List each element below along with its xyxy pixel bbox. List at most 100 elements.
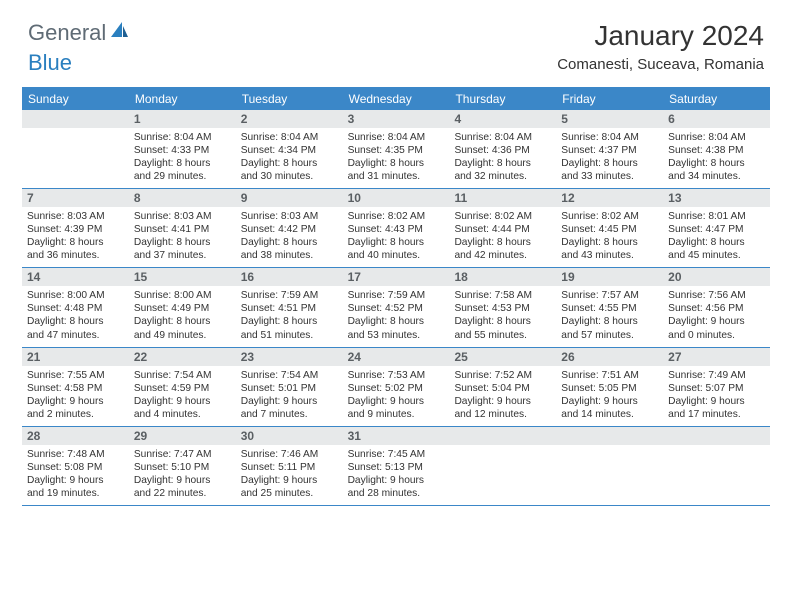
weekday-header: Wednesday: [343, 88, 450, 110]
day-number: 13: [663, 189, 770, 207]
day-info-line: Daylight: 8 hours: [668, 236, 765, 249]
week-row: 28Sunrise: 7:48 AMSunset: 5:08 PMDayligh…: [22, 427, 770, 506]
day-info-line: Sunrise: 7:49 AM: [668, 369, 765, 382]
day-info-line: and 28 minutes.: [348, 487, 445, 500]
day-cell: 29Sunrise: 7:47 AMSunset: 5:10 PMDayligh…: [129, 427, 236, 505]
calendar: SundayMondayTuesdayWednesdayThursdayFrid…: [22, 87, 770, 506]
day-info-line: Sunrise: 7:47 AM: [134, 448, 231, 461]
day-info-line: and 37 minutes.: [134, 249, 231, 262]
logo-sail-icon: [109, 20, 129, 46]
day-cell: [556, 427, 663, 505]
day-info-line: Sunrise: 8:02 AM: [454, 210, 551, 223]
day-info-line: Daylight: 8 hours: [134, 236, 231, 249]
day-info-line: and 55 minutes.: [454, 329, 551, 342]
day-info-line: Sunrise: 7:54 AM: [241, 369, 338, 382]
day-info-line: and 9 minutes.: [348, 408, 445, 421]
day-info-line: Daylight: 9 hours: [454, 395, 551, 408]
day-body: Sunrise: 7:56 AMSunset: 4:56 PMDaylight:…: [663, 286, 770, 346]
day-body: Sunrise: 7:46 AMSunset: 5:11 PMDaylight:…: [236, 445, 343, 505]
day-info-line: Sunset: 5:07 PM: [668, 382, 765, 395]
day-cell: 6Sunrise: 8:04 AMSunset: 4:38 PMDaylight…: [663, 110, 770, 188]
day-number: 14: [22, 268, 129, 286]
day-info-line: Sunrise: 7:59 AM: [241, 289, 338, 302]
day-info-line: and 43 minutes.: [561, 249, 658, 262]
day-info-line: Daylight: 8 hours: [134, 315, 231, 328]
day-info-line: Sunrise: 7:59 AM: [348, 289, 445, 302]
day-info-line: and 22 minutes.: [134, 487, 231, 500]
day-body: Sunrise: 7:57 AMSunset: 4:55 PMDaylight:…: [556, 286, 663, 346]
day-info-line: Sunset: 4:58 PM: [27, 382, 124, 395]
day-info-line: Daylight: 8 hours: [241, 157, 338, 170]
day-info-line: and 47 minutes.: [27, 329, 124, 342]
day-info-line: Sunset: 4:41 PM: [134, 223, 231, 236]
day-info-line: Sunset: 4:45 PM: [561, 223, 658, 236]
day-number: 2: [236, 110, 343, 128]
day-info-line: and 12 minutes.: [454, 408, 551, 421]
day-info-line: Daylight: 8 hours: [561, 157, 658, 170]
day-cell: 24Sunrise: 7:53 AMSunset: 5:02 PMDayligh…: [343, 348, 450, 426]
day-body: Sunrise: 8:04 AMSunset: 4:38 PMDaylight:…: [663, 128, 770, 188]
day-info-line: and 31 minutes.: [348, 170, 445, 183]
day-info-line: Daylight: 8 hours: [241, 236, 338, 249]
weekday-header: Thursday: [449, 88, 556, 110]
day-info-line: Sunset: 4:48 PM: [27, 302, 124, 315]
header: General January 2024 Comanesti, Suceava,…: [0, 0, 792, 79]
day-body: Sunrise: 7:45 AMSunset: 5:13 PMDaylight:…: [343, 445, 450, 505]
day-cell: 22Sunrise: 7:54 AMSunset: 4:59 PMDayligh…: [129, 348, 236, 426]
logo-text-1: General: [28, 20, 106, 46]
day-info-line: Sunrise: 8:04 AM: [454, 131, 551, 144]
day-cell: 9Sunrise: 8:03 AMSunset: 4:42 PMDaylight…: [236, 189, 343, 267]
day-number: 25: [449, 348, 556, 366]
day-info-line: Sunrise: 8:04 AM: [241, 131, 338, 144]
day-info-line: Daylight: 8 hours: [561, 236, 658, 249]
day-cell: 1Sunrise: 8:04 AMSunset: 4:33 PMDaylight…: [129, 110, 236, 188]
day-cell: 26Sunrise: 7:51 AMSunset: 5:05 PMDayligh…: [556, 348, 663, 426]
day-body: Sunrise: 8:03 AMSunset: 4:41 PMDaylight:…: [129, 207, 236, 267]
day-body: Sunrise: 7:59 AMSunset: 4:52 PMDaylight:…: [343, 286, 450, 346]
day-info-line: and 0 minutes.: [668, 329, 765, 342]
day-number: 1: [129, 110, 236, 128]
day-info-line: Daylight: 9 hours: [668, 395, 765, 408]
day-cell: 3Sunrise: 8:04 AMSunset: 4:35 PMDaylight…: [343, 110, 450, 188]
day-number: 20: [663, 268, 770, 286]
day-info-line: Sunset: 4:37 PM: [561, 144, 658, 157]
day-body: Sunrise: 7:59 AMSunset: 4:51 PMDaylight:…: [236, 286, 343, 346]
day-info-line: Sunset: 4:49 PM: [134, 302, 231, 315]
location-text: Comanesti, Suceava, Romania: [557, 56, 764, 73]
day-cell: 10Sunrise: 8:02 AMSunset: 4:43 PMDayligh…: [343, 189, 450, 267]
day-cell: 31Sunrise: 7:45 AMSunset: 5:13 PMDayligh…: [343, 427, 450, 505]
day-info-line: Daylight: 9 hours: [241, 395, 338, 408]
day-cell: 16Sunrise: 7:59 AMSunset: 4:51 PMDayligh…: [236, 268, 343, 346]
day-number: 12: [556, 189, 663, 207]
day-cell: 25Sunrise: 7:52 AMSunset: 5:04 PMDayligh…: [449, 348, 556, 426]
day-number: 7: [22, 189, 129, 207]
day-body: Sunrise: 7:49 AMSunset: 5:07 PMDaylight:…: [663, 366, 770, 426]
day-info-line: Sunset: 4:47 PM: [668, 223, 765, 236]
day-body: Sunrise: 7:48 AMSunset: 5:08 PMDaylight:…: [22, 445, 129, 505]
day-info-line: Sunset: 5:05 PM: [561, 382, 658, 395]
logo: General: [28, 20, 131, 46]
day-info-line: Sunrise: 7:57 AM: [561, 289, 658, 302]
day-number: 21: [22, 348, 129, 366]
week-row: 7Sunrise: 8:03 AMSunset: 4:39 PMDaylight…: [22, 189, 770, 268]
day-number: 30: [236, 427, 343, 445]
day-number: 10: [343, 189, 450, 207]
day-number: 5: [556, 110, 663, 128]
day-info-line: Sunrise: 8:04 AM: [561, 131, 658, 144]
week-row: 14Sunrise: 8:00 AMSunset: 4:48 PMDayligh…: [22, 268, 770, 347]
day-info-line: Daylight: 9 hours: [561, 395, 658, 408]
day-info-line: Daylight: 9 hours: [134, 474, 231, 487]
day-body: Sunrise: 8:00 AMSunset: 4:48 PMDaylight:…: [22, 286, 129, 346]
day-info-line: and 19 minutes.: [27, 487, 124, 500]
day-body: [663, 445, 770, 453]
weekday-header: Tuesday: [236, 88, 343, 110]
day-info-line: Sunset: 4:51 PM: [241, 302, 338, 315]
day-body: Sunrise: 7:58 AMSunset: 4:53 PMDaylight:…: [449, 286, 556, 346]
day-info-line: and 4 minutes.: [134, 408, 231, 421]
day-info-line: Sunrise: 8:04 AM: [348, 131, 445, 144]
day-info-line: Sunrise: 7:56 AM: [668, 289, 765, 302]
weekday-header: Saturday: [663, 88, 770, 110]
day-body: Sunrise: 8:04 AMSunset: 4:35 PMDaylight:…: [343, 128, 450, 188]
day-info-line: Sunrise: 8:03 AM: [134, 210, 231, 223]
day-body: [22, 128, 129, 136]
